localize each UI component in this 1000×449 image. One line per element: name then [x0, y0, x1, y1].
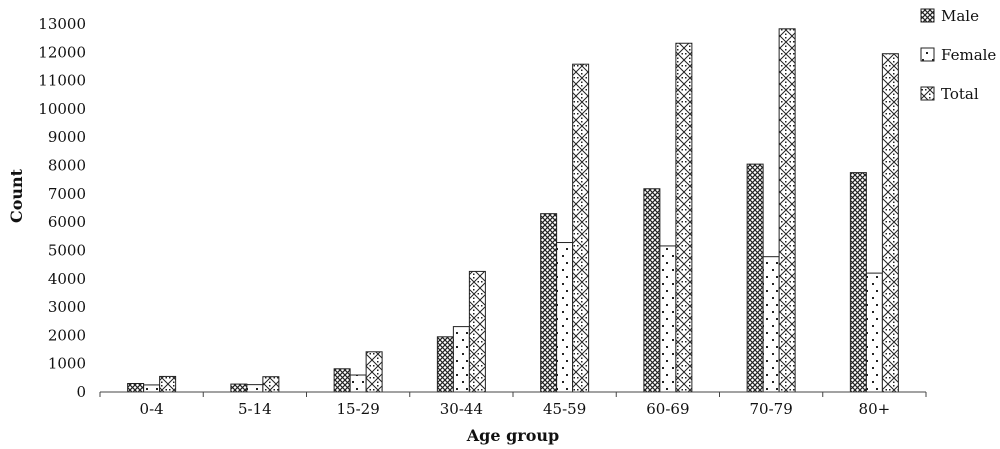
bar-male-70-79	[746, 163, 764, 393]
x-axis-ticks: 0-4 5-14 15-29 30-44 45-59 60-69 70-79 80+	[99, 392, 927, 418]
y-tick-label: 0	[76, 383, 86, 401]
y-tick-label: 2000	[48, 326, 86, 344]
bar-female-30-44	[452, 326, 470, 393]
y-axis-ticks: 0 1000 2000 3000 4000 5000 6000 7000 8000 9000 100…	[38, 15, 86, 401]
y-tick-label: 1000	[48, 355, 86, 373]
x-tick-label: 60-69	[646, 400, 689, 418]
bar-total-60-69	[675, 42, 693, 393]
bar-total-70-79	[778, 28, 796, 393]
bar-female-5-14	[246, 384, 264, 393]
legend-label-female: Female	[941, 46, 996, 64]
bar-male-45-59	[540, 213, 558, 393]
y-tick-label: 7000	[48, 185, 86, 203]
bar-female-60-69	[659, 245, 677, 393]
y-tick-label: 9000	[48, 128, 86, 146]
bar-male-80+	[849, 172, 867, 393]
y-tick-label: 8000	[48, 157, 86, 175]
bar-female-45-59	[556, 242, 574, 393]
bar-female-15-29	[349, 374, 367, 393]
x-tick-label: 0-4	[140, 400, 164, 418]
x-tick-label: 80+	[859, 400, 891, 418]
bars	[127, 28, 899, 393]
bar-total-80+	[881, 53, 899, 393]
bar-total-15-29	[365, 351, 383, 393]
bar-female-70-79	[762, 256, 780, 393]
bar-total-0-4	[159, 375, 177, 393]
bar-total-30-44	[468, 270, 486, 393]
x-tick-label: 45-59	[543, 400, 586, 418]
y-tick-label: 13000	[38, 15, 86, 33]
y-axis-title: Count	[7, 168, 26, 223]
y-tick-label: 11000	[38, 72, 86, 90]
x-tick-label: 70-79	[750, 400, 793, 418]
y-tick-label: 12000	[38, 43, 86, 61]
bar-male-15-29	[333, 368, 351, 393]
y-tick-label: 3000	[48, 298, 86, 316]
bar-male-30-44	[436, 336, 454, 393]
y-tick-label: 5000	[48, 241, 86, 259]
bar-male-60-69	[643, 188, 661, 393]
x-tick-label: 30-44	[440, 400, 483, 418]
bar-total-5-14	[262, 376, 280, 393]
x-tick-label: 15-29	[337, 400, 380, 418]
x-axis-title: Age group	[466, 426, 559, 445]
bar-total-45-59	[572, 63, 590, 393]
legend-swatch-female	[920, 47, 935, 62]
bar-male-5-14	[230, 383, 248, 393]
legend-swatch-male	[920, 8, 935, 23]
legend-label-total: Total	[941, 85, 979, 103]
x-tick-label: 5-14	[238, 400, 272, 418]
bar-male-0-4	[127, 383, 145, 393]
y-tick-label: 10000	[38, 100, 86, 118]
bar-female-0-4	[143, 384, 161, 393]
y-tick-label: 4000	[48, 270, 86, 288]
legend-label-male: Male	[941, 7, 979, 25]
bar-female-80+	[865, 272, 883, 393]
y-tick-label: 6000	[48, 213, 86, 231]
legend: Male Female Total	[920, 7, 996, 103]
legend-swatch-total	[920, 86, 935, 101]
